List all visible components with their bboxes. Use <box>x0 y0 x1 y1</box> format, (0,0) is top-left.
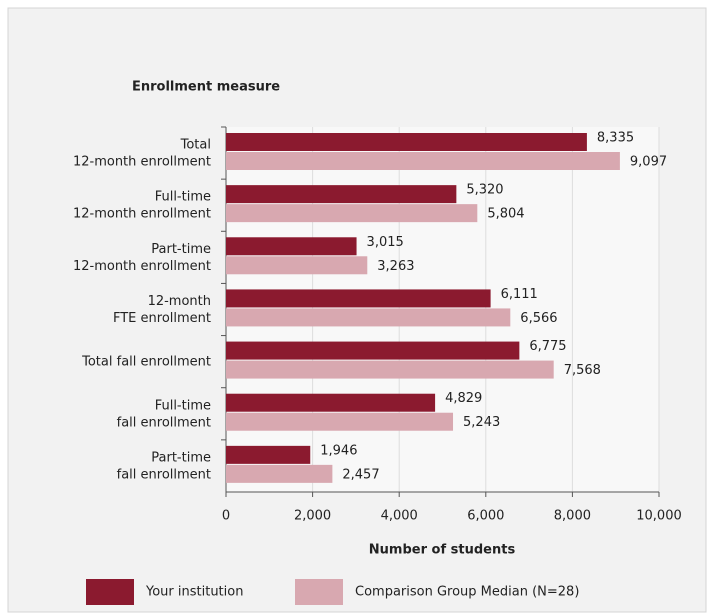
y-tick-label-line: Full-time <box>155 189 211 204</box>
y-tick-label: Part-time fall enrollment <box>117 450 211 482</box>
bar <box>226 464 333 483</box>
bar <box>226 360 554 379</box>
value-label: 6,566 <box>520 311 557 326</box>
value-label: 5,804 <box>487 207 524 222</box>
y-tick-label-line: Part-time <box>151 241 211 256</box>
y-tick-label-line: 12-month <box>148 294 211 309</box>
bar <box>226 152 620 170</box>
y-tick-label-line: Full-time <box>155 398 211 413</box>
x-axis-label: Number of students <box>369 543 516 558</box>
legend-swatch <box>86 579 134 605</box>
bar <box>226 341 520 360</box>
value-label: 6,775 <box>529 339 566 354</box>
legend-label: Comparison Group Median (N=28) <box>355 585 579 600</box>
chart-title: Enrollment measure <box>132 80 280 95</box>
x-tick-label: 8,000 <box>554 509 591 524</box>
x-tick-label: 0 <box>222 509 230 524</box>
y-tick-label-line: Part-time <box>151 450 211 465</box>
value-label: 3,015 <box>367 235 404 250</box>
y-tick-label: Part-time 12-month enrollment <box>73 241 211 273</box>
y-tick-label-line: 12-month enrollment <box>73 206 211 221</box>
value-label: 2,457 <box>342 467 379 482</box>
y-tick-label-line: fall enrollment <box>117 467 211 482</box>
bar <box>226 204 478 223</box>
value-label: 9,097 <box>630 155 667 170</box>
y-tick-label-line: fall enrollment <box>117 415 211 430</box>
value-label: 3,263 <box>377 259 414 274</box>
y-tick-label: Total fall enrollment <box>81 354 211 369</box>
legend-label: Your institution <box>145 585 243 600</box>
y-tick-label: Total 12-month enrollment <box>73 137 211 169</box>
legend-swatch <box>295 579 343 605</box>
y-tick-label-line: Total <box>180 137 211 152</box>
value-label: 4,829 <box>445 391 482 406</box>
y-tick-label: Full-time 12-month enrollment <box>73 189 211 221</box>
y-tick-label: Full-time fall enrollment <box>117 398 211 430</box>
y-tick-label-line: 12-month enrollment <box>73 154 211 169</box>
bar <box>226 185 457 204</box>
bar <box>226 256 368 275</box>
value-label: 1,946 <box>320 443 357 458</box>
bar <box>226 237 357 256</box>
bar <box>226 133 587 151</box>
bar <box>226 308 511 327</box>
bar <box>226 289 491 308</box>
y-tick-label-line: 12-month enrollment <box>73 258 211 273</box>
value-label: 6,111 <box>501 287 538 302</box>
value-label: 8,335 <box>597 131 634 146</box>
y-tick-label: 12-month FTE enrollment <box>113 294 211 326</box>
x-tick-label: 2,000 <box>294 509 331 524</box>
value-label: 5,320 <box>466 183 503 198</box>
x-tick-label: 4,000 <box>381 509 418 524</box>
x-tick-label: 6,000 <box>467 509 504 524</box>
value-label: 7,568 <box>564 363 601 378</box>
y-tick-label-line: FTE enrollment <box>113 311 211 326</box>
y-tick-label-line: Total fall enrollment <box>81 354 211 369</box>
bar <box>226 393 436 412</box>
value-label: 5,243 <box>463 415 500 430</box>
bar <box>226 445 311 464</box>
x-tick-label: 10,000 <box>636 509 682 524</box>
bar <box>226 412 454 431</box>
